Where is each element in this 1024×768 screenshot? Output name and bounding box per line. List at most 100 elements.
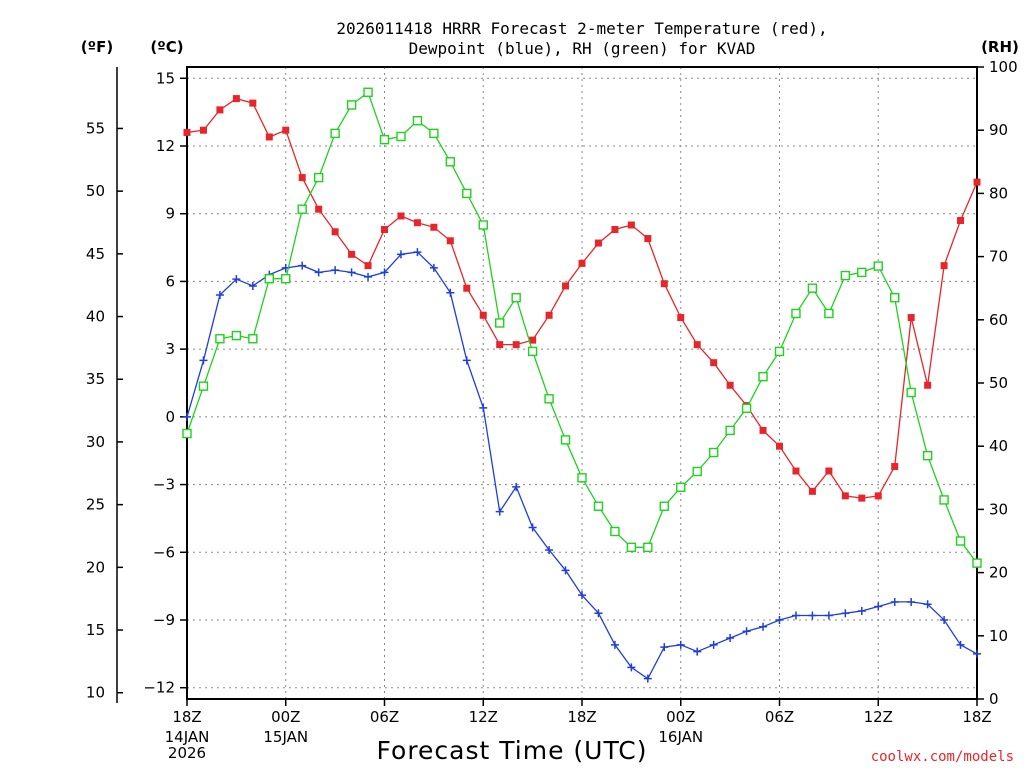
gridlines: [186, 67, 978, 699]
fahrenheit-tick-label: 30: [86, 433, 105, 451]
rh-point: [659, 501, 669, 511]
rh-point: [906, 387, 916, 398]
celsius-tick-label: 3: [165, 340, 175, 358]
plot-area-frame: [186, 66, 978, 700]
rh-axis: 0 10 20 30 40 50 60 70 80 90 100: [977, 58, 1018, 708]
dewpoint-point: [907, 597, 916, 606]
dewpoint-point: [298, 261, 307, 270]
rh-point: [972, 558, 982, 568]
fahrenheit-tick-label: 15: [86, 621, 105, 639]
rh-point: [379, 134, 390, 145]
celsius-tick-label: −3: [153, 476, 175, 494]
temperature-point: [874, 492, 882, 500]
rh-tick-label: 60: [989, 311, 1008, 329]
temperature-point: [199, 126, 207, 134]
temperature-point: [726, 381, 734, 389]
rh-point: [873, 261, 883, 271]
dewpoint-point: [479, 403, 488, 412]
dewpoint-point: [248, 281, 257, 290]
chart-title-line-1: 2026011418 HRRR Forecast 2-meter Tempera…: [336, 19, 827, 38]
rh-point: [330, 128, 340, 139]
temperature-point: [496, 341, 504, 349]
rh-point: [215, 334, 225, 344]
dewpoint-point: [380, 268, 389, 277]
temperature-point: [348, 250, 356, 258]
temperature-point: [529, 336, 537, 344]
dewpoint-point: [561, 566, 570, 575]
time-tick-label: 12Z: [864, 708, 893, 726]
temperature-point: [479, 311, 487, 319]
temperature-point: [808, 487, 816, 495]
temperature-point: [891, 463, 899, 471]
dewpoint-point: [808, 611, 817, 620]
rh-point: [462, 188, 472, 199]
temperature-point: [512, 341, 520, 349]
fahrenheit-unit-label: (ºF): [81, 38, 113, 56]
temperature-point: [858, 494, 866, 502]
rh-point: [363, 87, 373, 97]
temperature-point: [759, 426, 767, 434]
temperature-point: [562, 282, 570, 290]
dewpoint-point: [643, 674, 652, 683]
dewpoint-point: [446, 288, 455, 297]
time-tick-label: 06Z: [765, 708, 794, 726]
temperature-point: [545, 311, 553, 319]
temperature-point: [430, 223, 438, 231]
time-tick-label: 18Z: [567, 708, 596, 726]
rh-tick-label: 90: [989, 121, 1008, 139]
temperature-point: [776, 442, 783, 450]
fahrenheit-tick-label: 25: [86, 496, 105, 514]
rh-unit-label: (RH): [981, 38, 1019, 56]
rh-point: [429, 128, 439, 139]
temperature-point: [644, 235, 652, 243]
rh-point: [857, 267, 867, 278]
fahrenheit-tick-label: 10: [86, 684, 105, 702]
temperature-point: [792, 467, 800, 475]
celsius-unit-label: (ºC): [150, 38, 183, 56]
dewpoint-point: [841, 609, 850, 618]
time-tick-label: 18Z: [962, 708, 991, 726]
fahrenheit-tick-label: 20: [86, 558, 105, 576]
time-tick-label: 00Z: [666, 708, 695, 726]
celsius-tick-label: 0: [165, 408, 175, 426]
rh-point: [840, 270, 851, 281]
temperature-point: [446, 237, 454, 245]
rh-point: [231, 330, 242, 341]
temperature-point: [611, 226, 619, 234]
rh-point: [511, 292, 521, 303]
dewpoint-point: [545, 546, 554, 555]
temperature-point: [183, 128, 191, 136]
dewpoint-point: [742, 627, 751, 636]
rh-tick-label: 50: [989, 374, 1008, 392]
fahrenheit-tick-label: 40: [86, 308, 105, 326]
temperature-point: [331, 228, 339, 236]
rh-point: [824, 308, 834, 319]
temperature-point: [216, 106, 224, 114]
dewpoint-point: [857, 606, 866, 615]
dewpoint-point: [973, 649, 981, 658]
fahrenheit-tick-label: 50: [86, 182, 105, 200]
rh-point: [807, 283, 818, 293]
dewpoint-point: [627, 663, 636, 672]
date-label: 14JAN: [165, 728, 210, 746]
rh-tick-label: 10: [989, 627, 1008, 645]
dewpoint-point: [331, 266, 340, 275]
temperature-point: [232, 95, 240, 103]
rh-point: [396, 131, 406, 142]
celsius-axis: 15 12 9 6 3 0 −3 −6 −9 −12: [143, 69, 187, 697]
temperature-point: [825, 467, 833, 475]
rh-point: [495, 318, 505, 328]
rh-point: [692, 466, 702, 477]
fahrenheit-axis: 10 15 20 25 30 35 40 45 50 55: [86, 119, 123, 702]
rh-point: [939, 495, 949, 505]
time-tick-label: 18Z: [172, 708, 201, 726]
rh-tick-label: 40: [989, 437, 1008, 455]
dewpoint-point: [495, 507, 504, 516]
rh-point: [264, 274, 274, 284]
temperature-point: [578, 259, 586, 267]
rh-point: [544, 394, 554, 404]
rh-point: [955, 536, 966, 546]
dewpoint-point: [660, 643, 669, 652]
dewpoint-point: [578, 591, 586, 600]
